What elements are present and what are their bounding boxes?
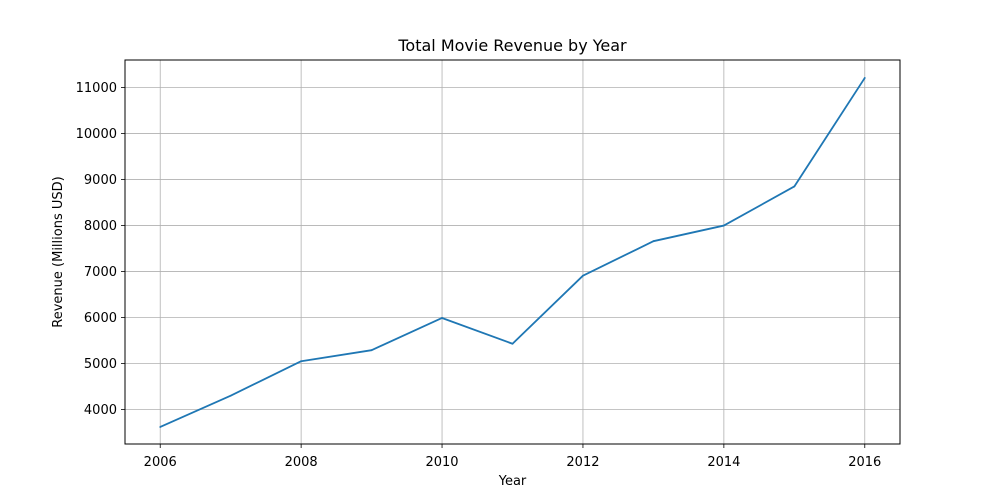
x-tick-label: 2012: [566, 455, 599, 470]
data-point: [722, 224, 725, 227]
x-tick-label: 2010: [425, 455, 458, 470]
x-tick-label: 2008: [285, 455, 318, 470]
data-point: [229, 394, 232, 397]
y-tick-label: 6000: [84, 311, 117, 326]
y-tick-label: 9000: [84, 173, 117, 188]
x-tick-label: 2016: [848, 455, 881, 470]
series-points: [159, 77, 866, 428]
chart-title: Total Movie Revenue by Year: [397, 36, 627, 55]
data-point: [370, 349, 373, 352]
plot-frame: [124, 59, 901, 445]
grid: [125, 60, 900, 444]
data-point: [863, 77, 866, 79]
y-axis: 4000 5000 6000 7000 8000 9000 10000 11000: [76, 81, 125, 418]
x-axis: 2006 2008 2010 2012 2014 2016: [144, 444, 881, 470]
data-point: [793, 185, 796, 188]
x-tick-label: 2006: [144, 455, 177, 470]
data-point: [300, 360, 303, 363]
y-tick-label: 8000: [84, 219, 117, 234]
y-tick-label: 10000: [76, 127, 117, 142]
y-tick-label: 7000: [84, 265, 117, 280]
x-tick-label: 2014: [707, 455, 740, 470]
y-tick-label: 4000: [84, 403, 117, 418]
y-tick-label: 11000: [76, 81, 117, 96]
data-point: [652, 240, 655, 243]
data-point: [511, 342, 514, 345]
x-axis-label: Year: [498, 474, 527, 489]
data-point: [159, 426, 162, 428]
data-point: [582, 274, 584, 277]
y-tick-label: 5000: [84, 357, 117, 372]
data-point: [441, 317, 443, 319]
y-axis-label: Revenue (Millions USD): [51, 176, 66, 327]
